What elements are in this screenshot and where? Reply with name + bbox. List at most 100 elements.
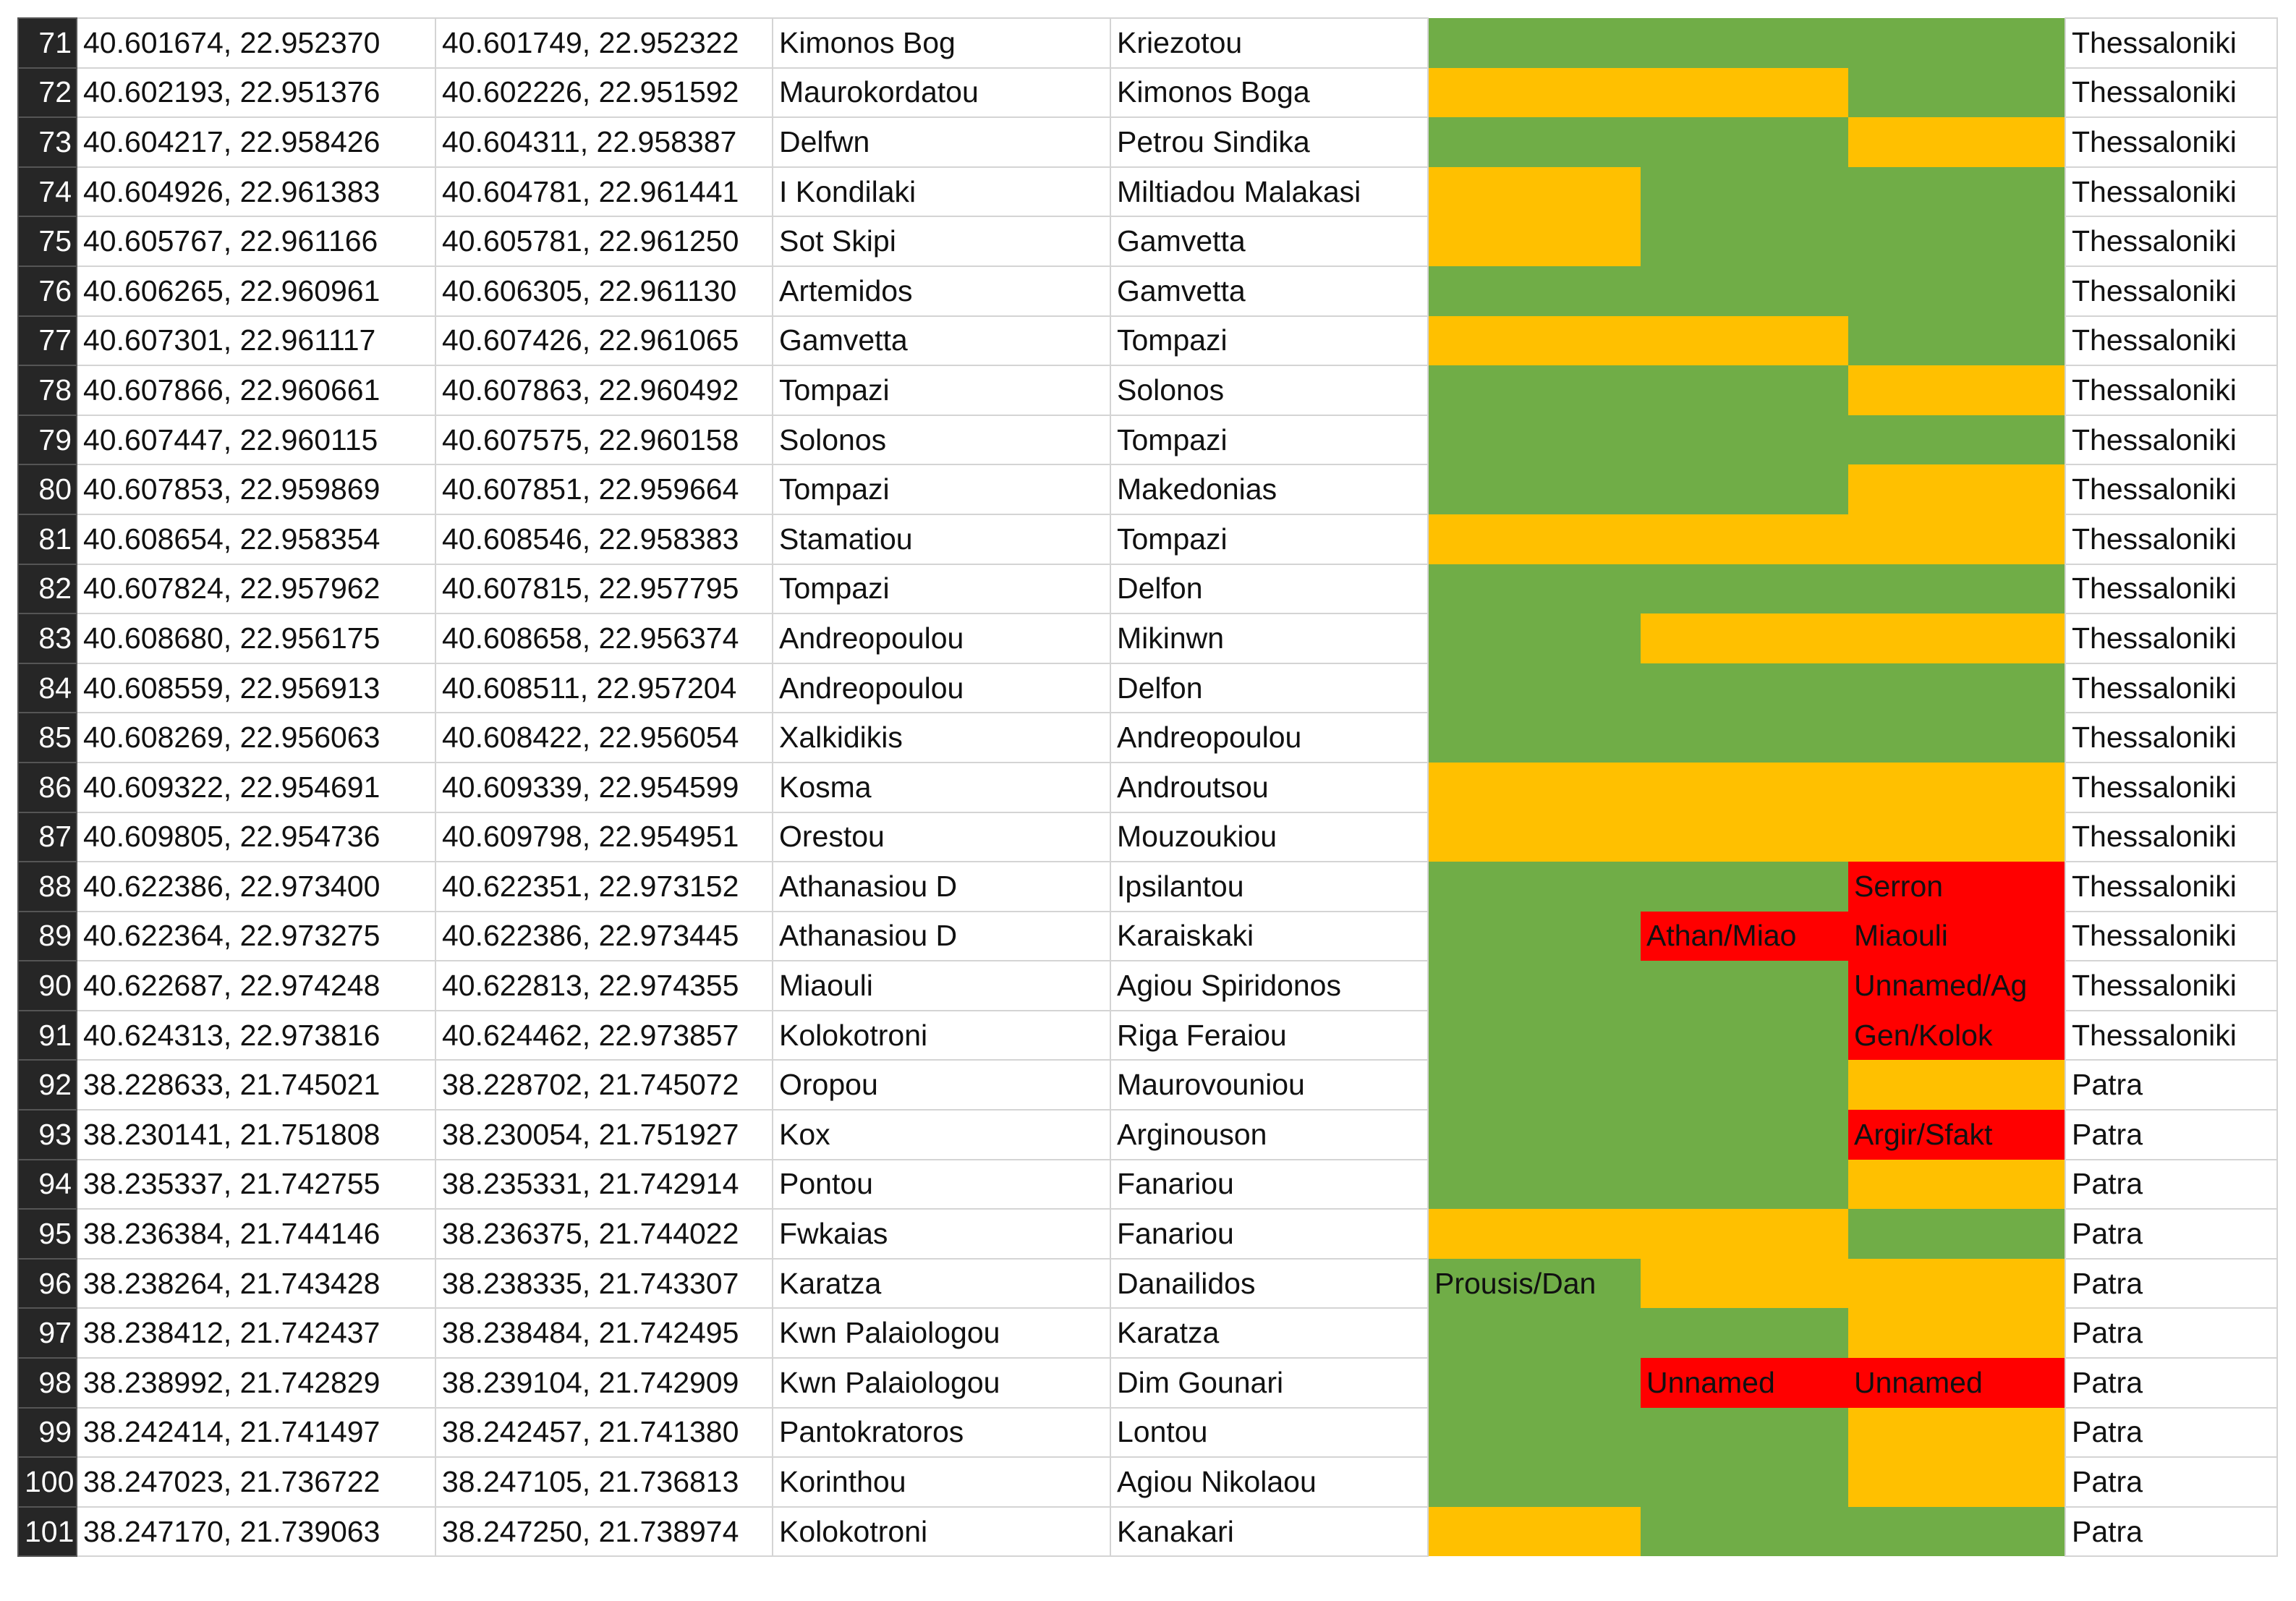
end-coordinates: 40.607575, 22.960158 xyxy=(435,414,773,466)
table-row: 84 40.608559, 22.956913 40.608511, 22.9572… xyxy=(17,662,2278,714)
status-cell xyxy=(1641,1506,1848,1557)
street: Miaouli xyxy=(772,960,1111,1011)
status-cell xyxy=(1428,1060,1641,1110)
status-cell xyxy=(1428,1209,1641,1259)
status-cell xyxy=(1848,415,2065,465)
start-coordinates: 38.235337, 21.742755 xyxy=(76,1158,436,1210)
row-number: 85 xyxy=(17,712,77,763)
status-cell: Prousis/Dan xyxy=(1428,1258,1641,1309)
end-coordinates: 40.622351, 22.973152 xyxy=(435,861,773,912)
table-row: 98 38.238992, 21.742829 38.239104, 21.7429… xyxy=(17,1357,2278,1409)
status-cell: Serron xyxy=(1848,862,2065,912)
status-cell xyxy=(1641,1258,1848,1309)
street: Artemidos xyxy=(772,265,1111,317)
status-cell xyxy=(1848,166,2065,217)
end-coordinates: 40.605781, 22.961250 xyxy=(435,216,773,267)
status-cell: Unnamed xyxy=(1641,1358,1848,1408)
end-coordinates: 38.247105, 21.736813 xyxy=(435,1456,773,1508)
row-number: 83 xyxy=(17,613,77,664)
city: Patra xyxy=(2065,1109,2278,1160)
table-row: 76 40.606265, 22.960961 40.606305, 22.9611… xyxy=(17,265,2278,317)
cross-street: Petrou Sindika xyxy=(1110,116,1429,168)
start-coordinates: 38.230141, 21.751808 xyxy=(76,1109,436,1160)
status-cell xyxy=(1428,415,1641,465)
city: Thessaloniki xyxy=(2065,613,2278,664)
cross-street: Danailidos xyxy=(1110,1257,1429,1309)
status-cell xyxy=(1848,762,2065,812)
city: Thessaloniki xyxy=(2065,811,2278,863)
cross-street: Delfon xyxy=(1110,563,1429,615)
city: Thessaloniki xyxy=(2065,861,2278,912)
end-coordinates: 40.608511, 22.957204 xyxy=(435,662,773,714)
status-cell xyxy=(1848,464,2065,514)
status-cell xyxy=(1428,266,1641,316)
start-coordinates: 40.607866, 22.960661 xyxy=(76,365,436,416)
row-number: 99 xyxy=(17,1406,77,1458)
city: Thessaloniki xyxy=(2065,414,2278,466)
cross-street: Gamvetta xyxy=(1110,265,1429,317)
cross-street: Agiou Nikolaou xyxy=(1110,1456,1429,1508)
status-cell xyxy=(1428,713,1641,763)
cross-street: Andreopoulou xyxy=(1110,712,1429,763)
city: Thessaloniki xyxy=(2065,761,2278,813)
start-coordinates: 40.604926, 22.961383 xyxy=(76,166,436,218)
start-coordinates: 40.609805, 22.954736 xyxy=(76,811,436,863)
row-number: 84 xyxy=(17,662,77,714)
city: Thessaloniki xyxy=(2065,563,2278,615)
status-cell xyxy=(1428,1308,1641,1359)
status-cell xyxy=(1641,1209,1848,1259)
status-cell xyxy=(1848,18,2065,68)
start-coordinates: 38.238264, 21.743428 xyxy=(76,1257,436,1309)
status-cell xyxy=(1641,1457,1848,1507)
status-cell xyxy=(1641,1407,1848,1458)
status-cell xyxy=(1428,1407,1641,1458)
table-row: 86 40.609322, 22.954691 40.609339, 22.9545… xyxy=(17,761,2278,813)
cross-street: Ipsilantou xyxy=(1110,861,1429,912)
city: Thessaloniki xyxy=(2065,464,2278,515)
street: Tompazi xyxy=(772,464,1111,515)
status-cell xyxy=(1428,365,1641,415)
city: Patra xyxy=(2065,1357,2278,1409)
table-row: 92 38.228633, 21.745021 38.228702, 21.7450… xyxy=(17,1059,2278,1111)
end-coordinates: 40.601749, 22.952322 xyxy=(435,17,773,69)
street: Tompazi xyxy=(772,563,1111,615)
end-coordinates: 40.622386, 22.973445 xyxy=(435,910,773,962)
status-cell xyxy=(1428,117,1641,167)
status-cell xyxy=(1641,663,1848,713)
street: I Kondilaki xyxy=(772,166,1111,218)
cross-street: Delfon xyxy=(1110,662,1429,714)
status-cell xyxy=(1641,1010,1848,1061)
status-cell xyxy=(1848,315,2065,366)
city: Patra xyxy=(2065,1307,2278,1359)
cross-street: Maurovouniou xyxy=(1110,1059,1429,1111)
status-cell xyxy=(1428,1110,1641,1160)
table-row: 95 38.236384, 21.744146 38.236375, 21.7440… xyxy=(17,1208,2278,1260)
status-cell xyxy=(1848,663,2065,713)
street: Andreopoulou xyxy=(772,613,1111,664)
table-row: 100 38.247023, 21.736722 38.247105, 21.736… xyxy=(17,1456,2278,1508)
street: Korinthou xyxy=(772,1456,1111,1508)
end-coordinates: 40.604311, 22.958387 xyxy=(435,116,773,168)
status-cell xyxy=(1641,1308,1848,1359)
table-row: 97 38.238412, 21.742437 38.238484, 21.7424… xyxy=(17,1307,2278,1359)
street: Pontou xyxy=(772,1158,1111,1210)
status-cell: Miaouli xyxy=(1848,911,2065,961)
row-number: 71 xyxy=(17,17,77,69)
table-row: 91 40.624313, 22.973816 40.624462, 22.9738… xyxy=(17,1009,2278,1061)
end-coordinates: 40.607815, 22.957795 xyxy=(435,563,773,615)
status-cell xyxy=(1641,464,1848,514)
row-number: 79 xyxy=(17,414,77,466)
start-coordinates: 40.624313, 22.973816 xyxy=(76,1009,436,1061)
status-cell xyxy=(1848,1407,2065,1458)
row-number: 82 xyxy=(17,563,77,615)
city: Thessaloniki xyxy=(2065,166,2278,218)
street: Kimonos Bog xyxy=(772,17,1111,69)
start-coordinates: 40.601674, 22.952370 xyxy=(76,17,436,69)
row-number: 74 xyxy=(17,166,77,218)
start-coordinates: 38.247170, 21.739063 xyxy=(76,1506,436,1558)
row-number: 97 xyxy=(17,1307,77,1359)
row-number: 101 xyxy=(17,1506,77,1558)
start-coordinates: 40.622687, 22.974248 xyxy=(76,960,436,1011)
status-cell: Gen/Kolok xyxy=(1848,1010,2065,1061)
